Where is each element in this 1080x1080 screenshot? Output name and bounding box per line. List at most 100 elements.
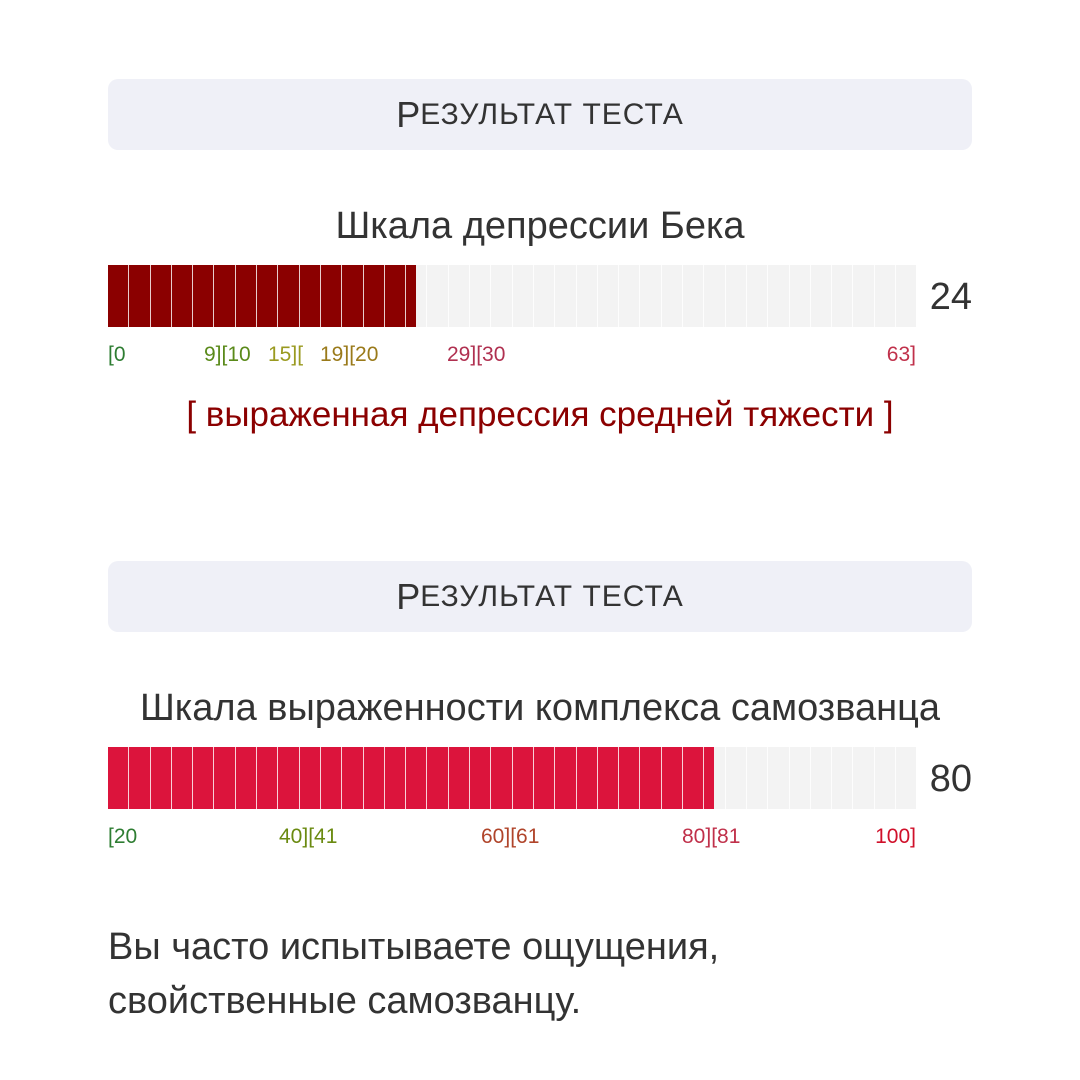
bar-cell [619,265,641,327]
bar-cell [640,747,662,809]
bar-cell [300,265,321,327]
bar-cell [662,265,684,327]
conclusion-line: Вы часто испытываете ощущения, [108,926,720,968]
bar-cell [513,265,534,327]
bar-cell [619,747,641,809]
bar-cell [108,265,130,327]
bar-cell [768,747,790,809]
bar-cell [832,265,854,327]
result-header-1: Р ЕЗУЛЬТАТ ТЕСТА [108,79,972,150]
bar-cell [406,265,428,327]
tick-label: [20 [108,825,138,848]
bar-cell [193,747,215,809]
score-bar-fill [108,747,714,809]
result-header-rest: ЕЗУЛЬТАТ ТЕСТА [420,97,684,131]
bar-cell [406,747,428,809]
bar-cell [364,265,385,327]
bar-cell [811,265,833,327]
bar-cell [300,747,321,809]
bar-cell [555,747,577,809]
bar-cell [236,747,258,809]
bar-cell [129,747,151,809]
bar-cell [449,265,471,327]
tick-label: 60][61 [481,825,540,848]
bar-cell [640,265,662,327]
bar-cell [321,265,343,327]
conclusion-line: свойственные самозванцу. [108,980,582,1022]
bar-cell [427,747,449,809]
bar-cell [683,265,705,327]
bar-cell [790,747,811,809]
tick-label: 100] [875,825,916,848]
tick-label: 40][41 [279,825,338,848]
scale-ticks-beck: [0 9][10 15][ 19][20 29][30 63] [108,343,916,369]
bar-cell [853,265,875,327]
tick-label: 80][81 [682,825,741,848]
scale-title-beck: Шкала депрессии Бека [335,205,745,247]
bar-cell [513,747,534,809]
bar-cell [555,265,577,327]
tick-label: 15][ [268,343,304,366]
bar-cell [704,747,726,809]
score-value-impostor: 80 [929,758,972,800]
bar-cell [534,747,556,809]
bar-cell [172,265,194,327]
bar-cell [875,265,896,327]
bar-cell [875,747,896,809]
bar-cell [342,747,364,809]
bar-cell [747,747,769,809]
bar-cell [577,265,598,327]
bar-cell [534,265,556,327]
bar-cell [172,747,194,809]
bar-cell [577,747,598,809]
bar-cell [257,265,279,327]
bar-cell [151,265,172,327]
bar-cell [726,265,747,327]
scale-ticks-impostor: [20 40][41 60][61 80][81 100] [108,825,916,851]
bar-cell [214,747,236,809]
bar-cell [896,265,916,327]
score-bar-impostor [108,747,916,809]
result-header-rest: ЕЗУЛЬТАТ ТЕСТА [420,579,684,613]
bar-cell [726,747,747,809]
score-bar-fill [108,265,416,327]
bar-cell [321,747,343,809]
bar-cell [598,265,620,327]
bar-cell [491,265,513,327]
bar-cell [364,747,385,809]
bar-cell [193,265,215,327]
tick-label: [0 [108,343,126,366]
verdict-text: [ выраженная депрессия средней тяжести ] [186,395,894,434]
bar-cell [747,265,769,327]
bar-cell [853,747,875,809]
tick-label: 29][30 [447,343,506,366]
bar-cell [151,747,172,809]
bar-cell [598,747,620,809]
score-value-beck: 24 [929,276,972,318]
bar-cell [342,265,364,327]
bar-cell [449,747,471,809]
bar-cell [385,265,407,327]
bar-cell [470,265,492,327]
tick-label: 19][20 [320,343,379,366]
score-bar-beck [108,265,916,327]
tick-label: 63] [886,343,916,366]
bar-cell [768,265,790,327]
tick-label: 9][10 [204,343,251,366]
bar-cell [385,747,407,809]
result-header-2: Р ЕЗУЛЬТАТ ТЕСТА [108,561,972,632]
bar-cell [108,747,130,809]
bar-cell [257,747,279,809]
bar-cell [811,747,833,809]
bar-cell [896,747,916,809]
bar-cell [129,265,151,327]
bar-cell [470,747,492,809]
bar-cell [683,747,705,809]
conclusion-text: Вы часто испытываете ощущения, свойствен… [108,920,972,1028]
bar-cell [214,265,236,327]
result-header-initial: Р [396,575,421,617]
bar-cell [278,265,300,327]
result-header-initial: Р [396,93,421,135]
bar-cell [236,265,258,327]
bar-cell [491,747,513,809]
